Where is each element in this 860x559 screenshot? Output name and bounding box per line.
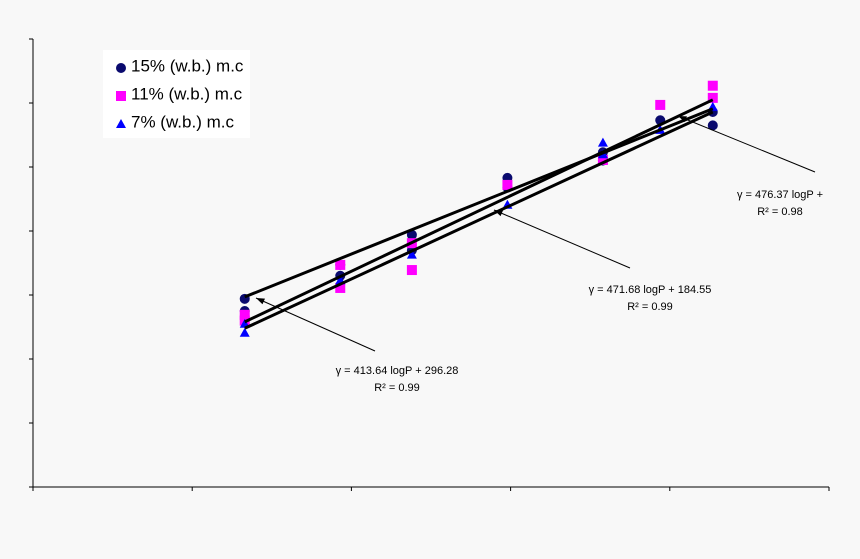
point bbox=[239, 327, 250, 337]
point bbox=[597, 137, 608, 147]
point bbox=[335, 259, 346, 270]
arrow-head bbox=[678, 116, 687, 123]
point bbox=[406, 265, 417, 276]
annotation-equation: γ = 413.64 logP + 296.28 bbox=[336, 365, 459, 377]
arrow-head bbox=[494, 210, 503, 217]
annotation-equation: γ = 476.37 logP + bbox=[737, 189, 823, 201]
point bbox=[239, 309, 250, 320]
annotation-arrow bbox=[677, 115, 816, 173]
point bbox=[707, 92, 718, 103]
point bbox=[597, 154, 608, 165]
trendline bbox=[244, 98, 714, 324]
annotation-r2: R² = 0.98 bbox=[757, 206, 803, 218]
annotation-r2: R² = 0.99 bbox=[374, 382, 420, 394]
legend-label: 15% (w.b.) m.c bbox=[131, 56, 244, 75]
annotation-r2: R² = 0.99 bbox=[627, 301, 673, 313]
legend-label: 11% (w.b.) m.c bbox=[131, 84, 243, 103]
legend-marker bbox=[116, 91, 126, 101]
legend bbox=[103, 50, 250, 138]
point bbox=[502, 179, 513, 190]
trendline bbox=[244, 107, 714, 299]
point bbox=[655, 99, 666, 110]
annotation-arrow bbox=[493, 209, 631, 269]
point bbox=[406, 249, 417, 259]
point bbox=[707, 80, 718, 91]
trendline bbox=[244, 110, 714, 330]
legend-marker bbox=[116, 119, 126, 128]
point bbox=[335, 282, 346, 293]
annotation-arrow bbox=[255, 297, 376, 352]
legend-label: 7% (w.b.) m.c bbox=[131, 112, 234, 131]
legend-marker bbox=[116, 63, 126, 73]
point bbox=[707, 120, 718, 131]
annotation-equation: γ = 471.68 logP + 184.55 bbox=[589, 284, 712, 296]
arrow-head bbox=[256, 298, 265, 305]
